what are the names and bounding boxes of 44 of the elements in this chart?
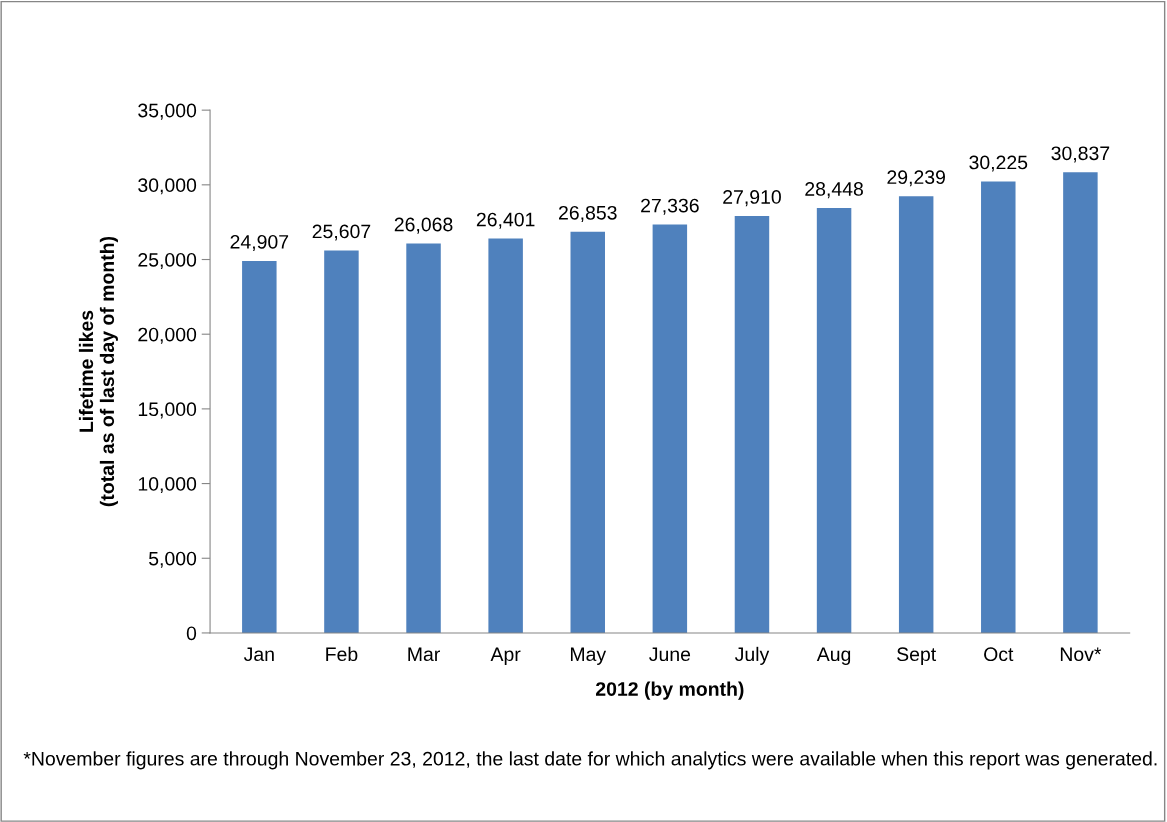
bar: [406, 243, 441, 633]
y-tick-label: 20,000: [138, 327, 197, 344]
data-label: 27,336: [641, 198, 699, 215]
data-label: 30,837: [1051, 146, 1110, 163]
bar: [1063, 172, 1098, 633]
y-tick-label: 15,000: [138, 402, 197, 419]
bar: [981, 181, 1016, 633]
x-tick-label: Apr: [490, 647, 521, 665]
x-tick-label: Feb: [326, 646, 358, 662]
bar: [242, 260, 277, 633]
bar: [488, 238, 523, 633]
bar: [570, 231, 605, 633]
y-tick-label: 30,000: [138, 178, 197, 195]
x-tick-label: Jan: [243, 647, 274, 662]
y-tick-label: 25,000: [138, 252, 197, 270]
x-tick-label: Sept: [897, 647, 937, 665]
data-label: 25,607: [312, 224, 371, 241]
y-axis-title: Lifetime likes (total as of last day of month): [78, 236, 118, 507]
data-label: 26,401: [476, 212, 535, 229]
bar: [898, 196, 934, 633]
x-axis-title: 2012 (by month): [595, 681, 744, 700]
bar: [734, 216, 770, 633]
x-tick-label: Oct: [984, 647, 1014, 662]
y-tick-label: 0: [186, 626, 197, 641]
text: *November figures are through November 23, 2012, the last date for which analytics were available when this report was generated.: [23, 751, 1157, 770]
x-tick-label: July: [734, 646, 770, 665]
y-tick-label: 10,000: [138, 477, 197, 494]
data-label: 27,910: [723, 190, 781, 207]
x-tick-label: Aug: [816, 647, 851, 665]
data-label: 26,068: [394, 217, 453, 234]
x-tick-label: Nov*: [1060, 647, 1102, 662]
data-label: 30,225: [969, 155, 1028, 172]
data-label: 29,239: [887, 170, 945, 187]
data-label: 28,448: [805, 182, 863, 199]
data-label: 24,907: [230, 234, 289, 252]
y-tick-label: 35,000: [138, 103, 197, 120]
x-tick-label: May: [570, 647, 607, 665]
data-label: 26,853: [559, 205, 617, 222]
bar: [652, 224, 688, 633]
bar: [324, 250, 359, 633]
bar: [816, 208, 852, 633]
y-tick-label: 5,000: [148, 551, 197, 568]
x-tick-label: June: [649, 647, 691, 662]
x-tick-label: Mar: [408, 647, 440, 662]
